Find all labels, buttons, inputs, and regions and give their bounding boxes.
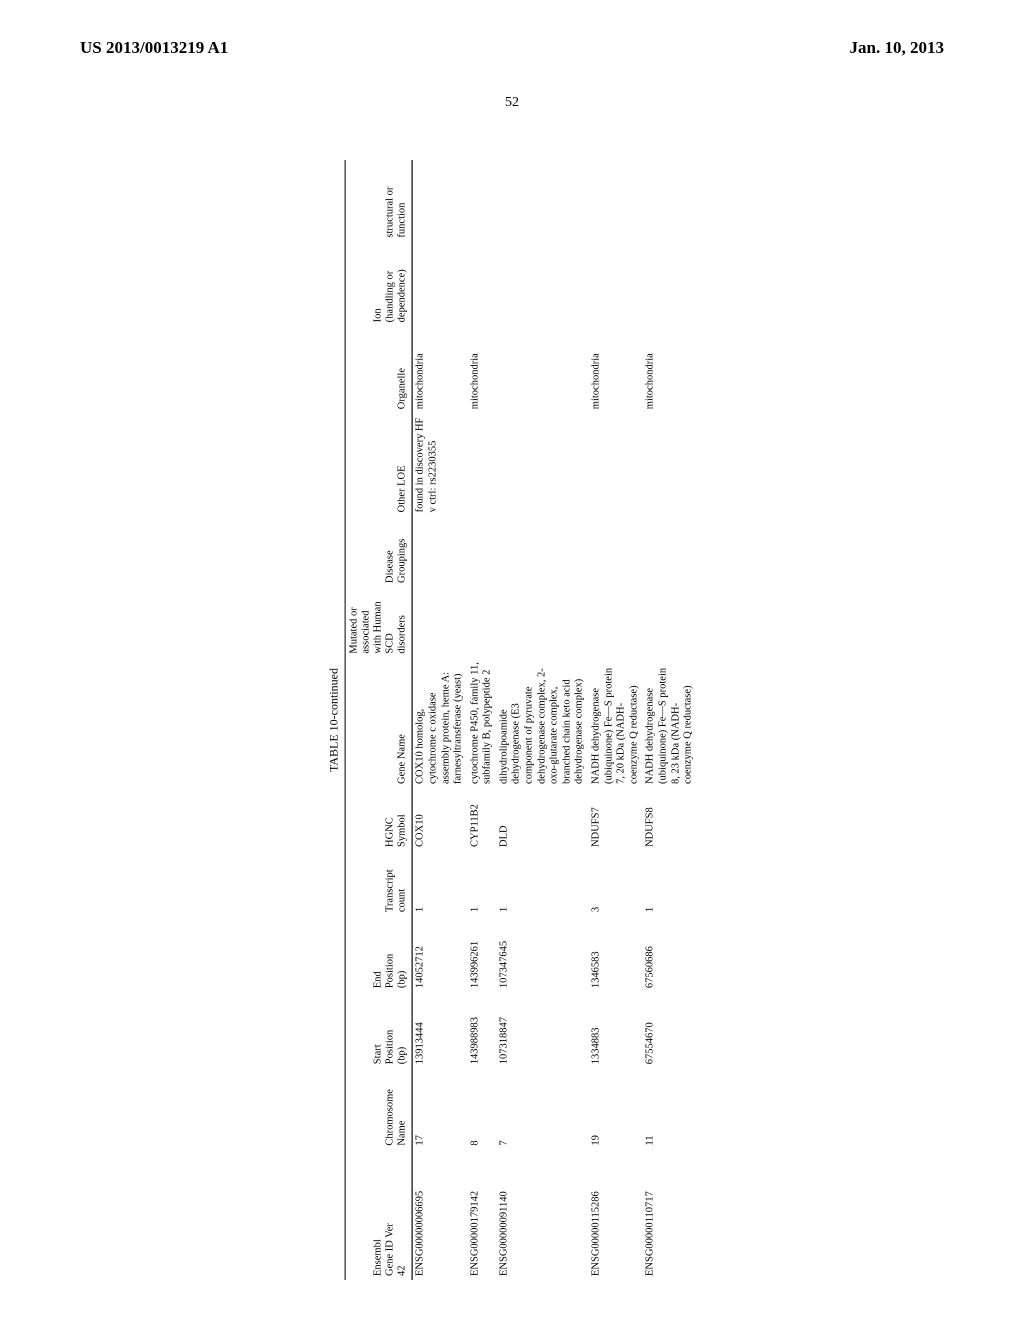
col-header: Ion(handling ordependence) — [345, 242, 412, 327]
table-cell: 1 — [496, 851, 588, 916]
col-header: Transcriptcount — [345, 851, 412, 916]
table-cell — [496, 160, 588, 242]
table-cell — [589, 413, 643, 516]
table-cell — [467, 587, 496, 658]
table-cell — [589, 160, 643, 242]
table-cell: dihydrolipoamide dehydrogenase (E3 compo… — [496, 658, 588, 788]
table-row: ENSG0000009114071073188471073476451DLDdi… — [496, 160, 588, 1280]
table-cell: 1 — [643, 851, 697, 916]
table-cell: 143996261 — [467, 916, 496, 992]
table-cell: 11 — [643, 1068, 697, 1149]
table-cell: 67560686 — [643, 916, 697, 992]
col-header: StartPosition(bp) — [345, 992, 412, 1068]
col-header: structural orfunction — [345, 160, 412, 242]
table-cell: 1 — [467, 851, 496, 916]
col-header: DiseaseGroupings — [345, 516, 412, 587]
table-cell: ENSG00000091140 — [496, 1150, 588, 1280]
table-cell: 8 — [467, 1068, 496, 1149]
table-row: ENSG000001107171167554670675606861NDUFS8… — [643, 160, 697, 1280]
table-cell — [412, 242, 467, 327]
table-cell — [589, 516, 643, 587]
table-cell — [589, 242, 643, 327]
page-header: US 2013/0013219 A1 Jan. 10, 2013 — [80, 38, 944, 58]
table-cell: 13913444 — [412, 992, 467, 1068]
table-cell: NADH dehydrogenase (ubiquinone) Fe—S pro… — [643, 658, 697, 788]
table-cell: 1346583 — [589, 916, 643, 992]
table-cell: 143988983 — [467, 992, 496, 1068]
table-cell — [589, 587, 643, 658]
col-header: EndPosition(bp) — [345, 916, 412, 992]
table-cell: NADH dehydrogenase (ubiquinone) Fe—S pro… — [589, 658, 643, 788]
col-header: ChromosomeName — [345, 1068, 412, 1149]
table-cell — [467, 413, 496, 516]
col-header: HGNCSymbol — [345, 788, 412, 851]
table-cell: 107318847 — [496, 992, 588, 1068]
table-cell: found in discovery HF v ctrl: rs2230355 — [412, 413, 467, 516]
table-cell: 17 — [412, 1068, 467, 1149]
table-cell: 19 — [589, 1068, 643, 1149]
page-number: 52 — [0, 95, 1024, 111]
table-cell: 107347645 — [496, 916, 588, 992]
table-body: ENSG000000066951713913444140527121COX10C… — [412, 160, 697, 1280]
table-cell: mitochondria — [643, 326, 697, 413]
data-table: EnsemblGene ID Ver42 ChromosomeName Star… — [345, 160, 698, 1280]
col-header: Mutated orassociatedwith HumanSCDdisorde… — [345, 587, 412, 658]
table-cell — [643, 413, 697, 516]
table-cell: 1 — [412, 851, 467, 916]
table-caption: TABLE 10-continued — [327, 160, 342, 1280]
table-cell: ENSG00000115286 — [589, 1150, 643, 1280]
table-cell: DLD — [496, 788, 588, 851]
table-row: ENSG0000017914281439889831439962611CYP11… — [467, 160, 496, 1280]
table-cell: CYP11B2 — [467, 788, 496, 851]
table-cell — [496, 242, 588, 327]
table-cell — [412, 516, 467, 587]
table-row: ENSG000000066951713913444140527121COX10C… — [412, 160, 467, 1280]
table-cell: COX10 — [412, 788, 467, 851]
table-cell — [496, 516, 588, 587]
table-row: ENSG0000011528619133488313465833NDUFS7NA… — [589, 160, 643, 1280]
table-cell — [496, 413, 588, 516]
table-cell: COX10 homolog, cytochrome c oxidase asse… — [412, 658, 467, 788]
table-cell: ENSG00000006695 — [412, 1150, 467, 1280]
table-cell: 67554670 — [643, 992, 697, 1068]
table-cell: NDUFS8 — [643, 788, 697, 851]
table-cell: 7 — [496, 1068, 588, 1149]
table-cell — [643, 160, 697, 242]
table-cell: cytochrome P450, family 11, subfamily B,… — [467, 658, 496, 788]
col-header: EnsemblGene ID Ver42 — [345, 1150, 412, 1280]
table-cell — [467, 160, 496, 242]
table-cell — [467, 516, 496, 587]
rotated-table-container: TABLE 10-continued EnsemblGene ID Ver42 … — [327, 160, 698, 1280]
table-cell: 1334883 — [589, 992, 643, 1068]
table-cell: ENSG00000179142 — [467, 1150, 496, 1280]
table-cell — [496, 326, 588, 413]
patent-number: US 2013/0013219 A1 — [80, 38, 228, 58]
patent-date: Jan. 10, 2013 — [850, 38, 944, 58]
table-cell: mitochondria — [467, 326, 496, 413]
table-cell — [643, 516, 697, 587]
table-cell: ENSG00000110717 — [643, 1150, 697, 1280]
col-header: Organelle — [345, 326, 412, 413]
col-header: Other LOE — [345, 413, 412, 516]
table-cell: mitochondria — [589, 326, 643, 413]
table-cell — [643, 242, 697, 327]
table-header-row: EnsemblGene ID Ver42 ChromosomeName Star… — [345, 160, 412, 1280]
table-cell: 14052712 — [412, 916, 467, 992]
table-cell — [643, 587, 697, 658]
table-cell: NDUFS7 — [589, 788, 643, 851]
table-cell — [412, 160, 467, 242]
table-cell: mitochondria — [412, 326, 467, 413]
col-header: Gene Name — [345, 658, 412, 788]
table-cell — [412, 587, 467, 658]
table-cell: 3 — [589, 851, 643, 916]
table-cell — [496, 587, 588, 658]
table-cell — [467, 242, 496, 327]
